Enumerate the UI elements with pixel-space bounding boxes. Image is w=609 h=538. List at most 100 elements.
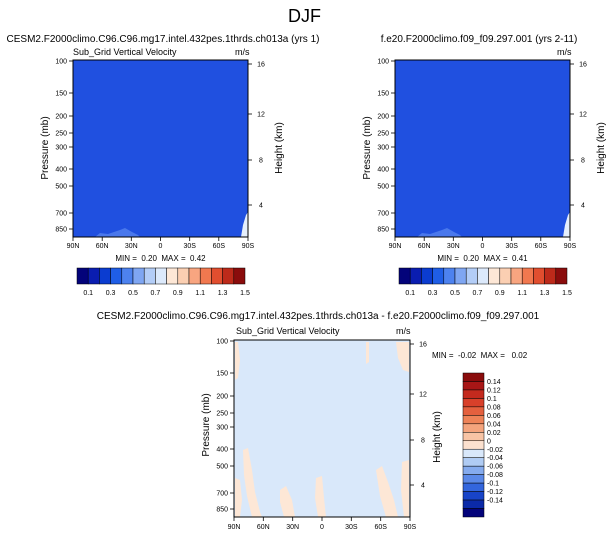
panel-2-colorbar-box-10 [510,267,523,285]
panel-1-ytick-label-500: 500 [55,184,67,191]
panel-1-colorbar-box-11 [199,267,212,285]
panel-3-colorbar-box-2 [462,389,485,399]
panel-1-colorbar-label-4: 0.9 [173,290,183,297]
panel-1-rtick-label-16: 16 [257,62,265,69]
panel-1-colorbar: 0.1 0.3 0.5 0.7 0.9 1.1 1.3 1.5 [76,267,250,297]
panel-1-colorbar-box-3 [110,267,123,285]
panel-3-anomaly-lower-left-2 [235,478,242,517]
panel-2-colorbar-box-3 [432,267,445,285]
panel-3-colorbar-label-0: 0.14 [487,379,501,386]
panel-1-rtick-label-12: 12 [257,112,265,119]
panel-3-ytick-label-700: 700 [216,491,228,498]
panel-2-high-latitude-feature [563,212,570,237]
panel-1-ylabel: Pressure (mb) [40,116,51,179]
panel-1-title: CESM2.F2000climo.C96.C96.mg17.intel.432p… [7,34,320,45]
panel-3-rtick-label-16: 16 [419,342,427,349]
panel-3-colorbar-label-4: 0.06 [487,413,501,420]
panel-1-ytick-label-100: 100 [55,59,67,66]
panel-2-ytick-label-150: 150 [377,91,389,98]
panel-3-anomaly-lower-mid-2 [315,476,326,517]
panel-2-xtick-label-60N: 60N [418,243,431,250]
panel-2-colorbar-box-14 [555,267,568,285]
panel-3-colorbar-box-9 [462,448,485,458]
panel-2-colorbar-box-4 [443,267,456,285]
panel-1-xtick-label-60S: 60S [213,243,226,250]
panel-1-colorbar-box-5 [132,267,145,285]
panel-1-colorbar-box-2 [99,267,111,285]
panel-3-ytick-label-250: 250 [216,411,228,418]
panel-3-yticks: 100 150 200 250 300 400 500 700 850 [216,339,234,514]
panel-2-colorbar-label-1: 0.3 [428,290,438,297]
panel-1-colorbar-box-4 [121,267,134,285]
panel-1-plot-area [73,60,248,237]
panel-3-colorbar-box-7 [462,432,485,442]
panel-1-colorbar-label-6: 1.3 [218,290,228,297]
panel-1-colorbar-label-2: 0.5 [128,290,138,297]
panel-3-ytick-label-100: 100 [216,339,228,346]
panel-1-colorbar-box-10 [188,267,201,285]
panel-3-stats: MIN = -0.02 MAX = 0.02 [432,351,528,360]
panel-1-xticks: 90N 60N 30N 0 30S 60S 90S [67,237,255,250]
panel-2-ytick-label-250: 250 [377,131,389,138]
panel-2: f.e20.F2000climo.f09_f09.297.001 (yrs 2-… [362,34,607,297]
figure-title: DJF [288,6,321,26]
panel-3-positive-anomalies [235,342,409,517]
panel-3-ylabel: Pressure (mb) [201,393,212,456]
panel-2-xtick-label-30N: 30N [447,243,460,250]
panel-1-xtick-label-90N: 90N [67,243,80,250]
panel-2-ylabel-right: Height (km) [596,122,607,174]
panel-2-ytick-label-300: 300 [377,145,389,152]
panel-3-xticks: 90N 60N 30N 0 30S 60S 90S [228,517,417,531]
panel-2-colorbar-label-0: 0.1 [405,290,415,297]
panel-2-rtick-label-12: 12 [579,112,587,119]
panel-3-ylabel-right: Height (km) [432,411,443,463]
panel-3-colorbar-label-5: 0.04 [487,421,501,428]
panel-2-right-ticks: 4 8 12 16 [570,62,587,210]
panel-2-rtick-label-8: 8 [581,158,585,165]
panel-2-colorbar-label-4: 0.9 [495,290,505,297]
panel-2-rtick-label-16: 16 [579,62,587,69]
panel-1-ytick-label-150: 150 [55,91,67,98]
panel-2-xtick-label-90N: 90N [389,243,402,250]
panel-2-ytick-label-400: 400 [377,167,389,174]
panel-2-ytick-label-850: 850 [377,227,389,234]
panel-1-colorbar-box-9 [177,267,190,285]
panel-2-colorbar-box-2 [421,267,433,285]
panel-1-ytick-label-400: 400 [55,167,67,174]
panel-1-surface-bump [95,228,140,237]
panel-3-ytick-label-400: 400 [216,447,228,454]
panel-3-colorbar-box-0 [462,372,485,382]
panel-2-ylabel: Pressure (mb) [362,116,373,179]
panel-1-xtick-label-90S: 90S [242,243,255,250]
panel-2-ytick-label-700: 700 [377,211,389,218]
panel-1-colorbar-box-8 [166,267,179,285]
panel-3-title: CESM2.F2000climo.C96.C96.mg17.intel.432p… [97,311,540,322]
panel-2-colorbar-box-7 [477,267,489,285]
panel-3-colorbar-box-10 [462,457,485,467]
panel-1-ytick-label-300: 300 [55,145,67,152]
panel-1-xtick-label-30N: 30N [125,243,138,250]
panel-3-xtick-label-30S: 30S [345,524,358,531]
panel-3-anomaly-upper-left [235,342,240,380]
panel-2-colorbar-box-12 [533,267,545,285]
panel-2-colorbar-label-6: 1.3 [540,290,550,297]
panel-3-xtick-label-90N: 90N [228,524,241,531]
panel-2-colorbar-box-8 [488,267,501,285]
panel-3-colorbar-box-6 [462,423,485,433]
panel-1-ytick-label-250: 250 [55,131,67,138]
panel-3-anomaly-lower-right [376,466,398,517]
panel-3-colorbar-label-13: -0.12 [487,489,503,496]
panel-3-colorbar-label-3: 0.08 [487,404,501,411]
panel-1: CESM2.F2000climo.C96.C96.mg17.intel.432p… [7,34,320,297]
panel-3-colorbar: 0.14 0.12 0.1 0.08 0.06 0.04 0.02 0 -0.0… [462,372,503,518]
panel-1-ytick-label-200: 200 [55,114,67,121]
panel-3-colorbar-label-1: 0.12 [487,388,501,395]
panel-3-colorbar-box-15 [462,499,485,509]
panel-1-xtick-label-60N: 60N [96,243,109,250]
panel-1-variable-label: Sub_Grid Vertical Velocity [73,47,177,57]
panel-3-colorbar-label-8: -0.02 [487,447,503,454]
panel-1-yticks: 100 150 200 250 300 400 500 700 850 [55,59,73,234]
panel-2-xtick-label-0: 0 [481,243,485,250]
panel-1-rtick-label-8: 8 [259,158,263,165]
